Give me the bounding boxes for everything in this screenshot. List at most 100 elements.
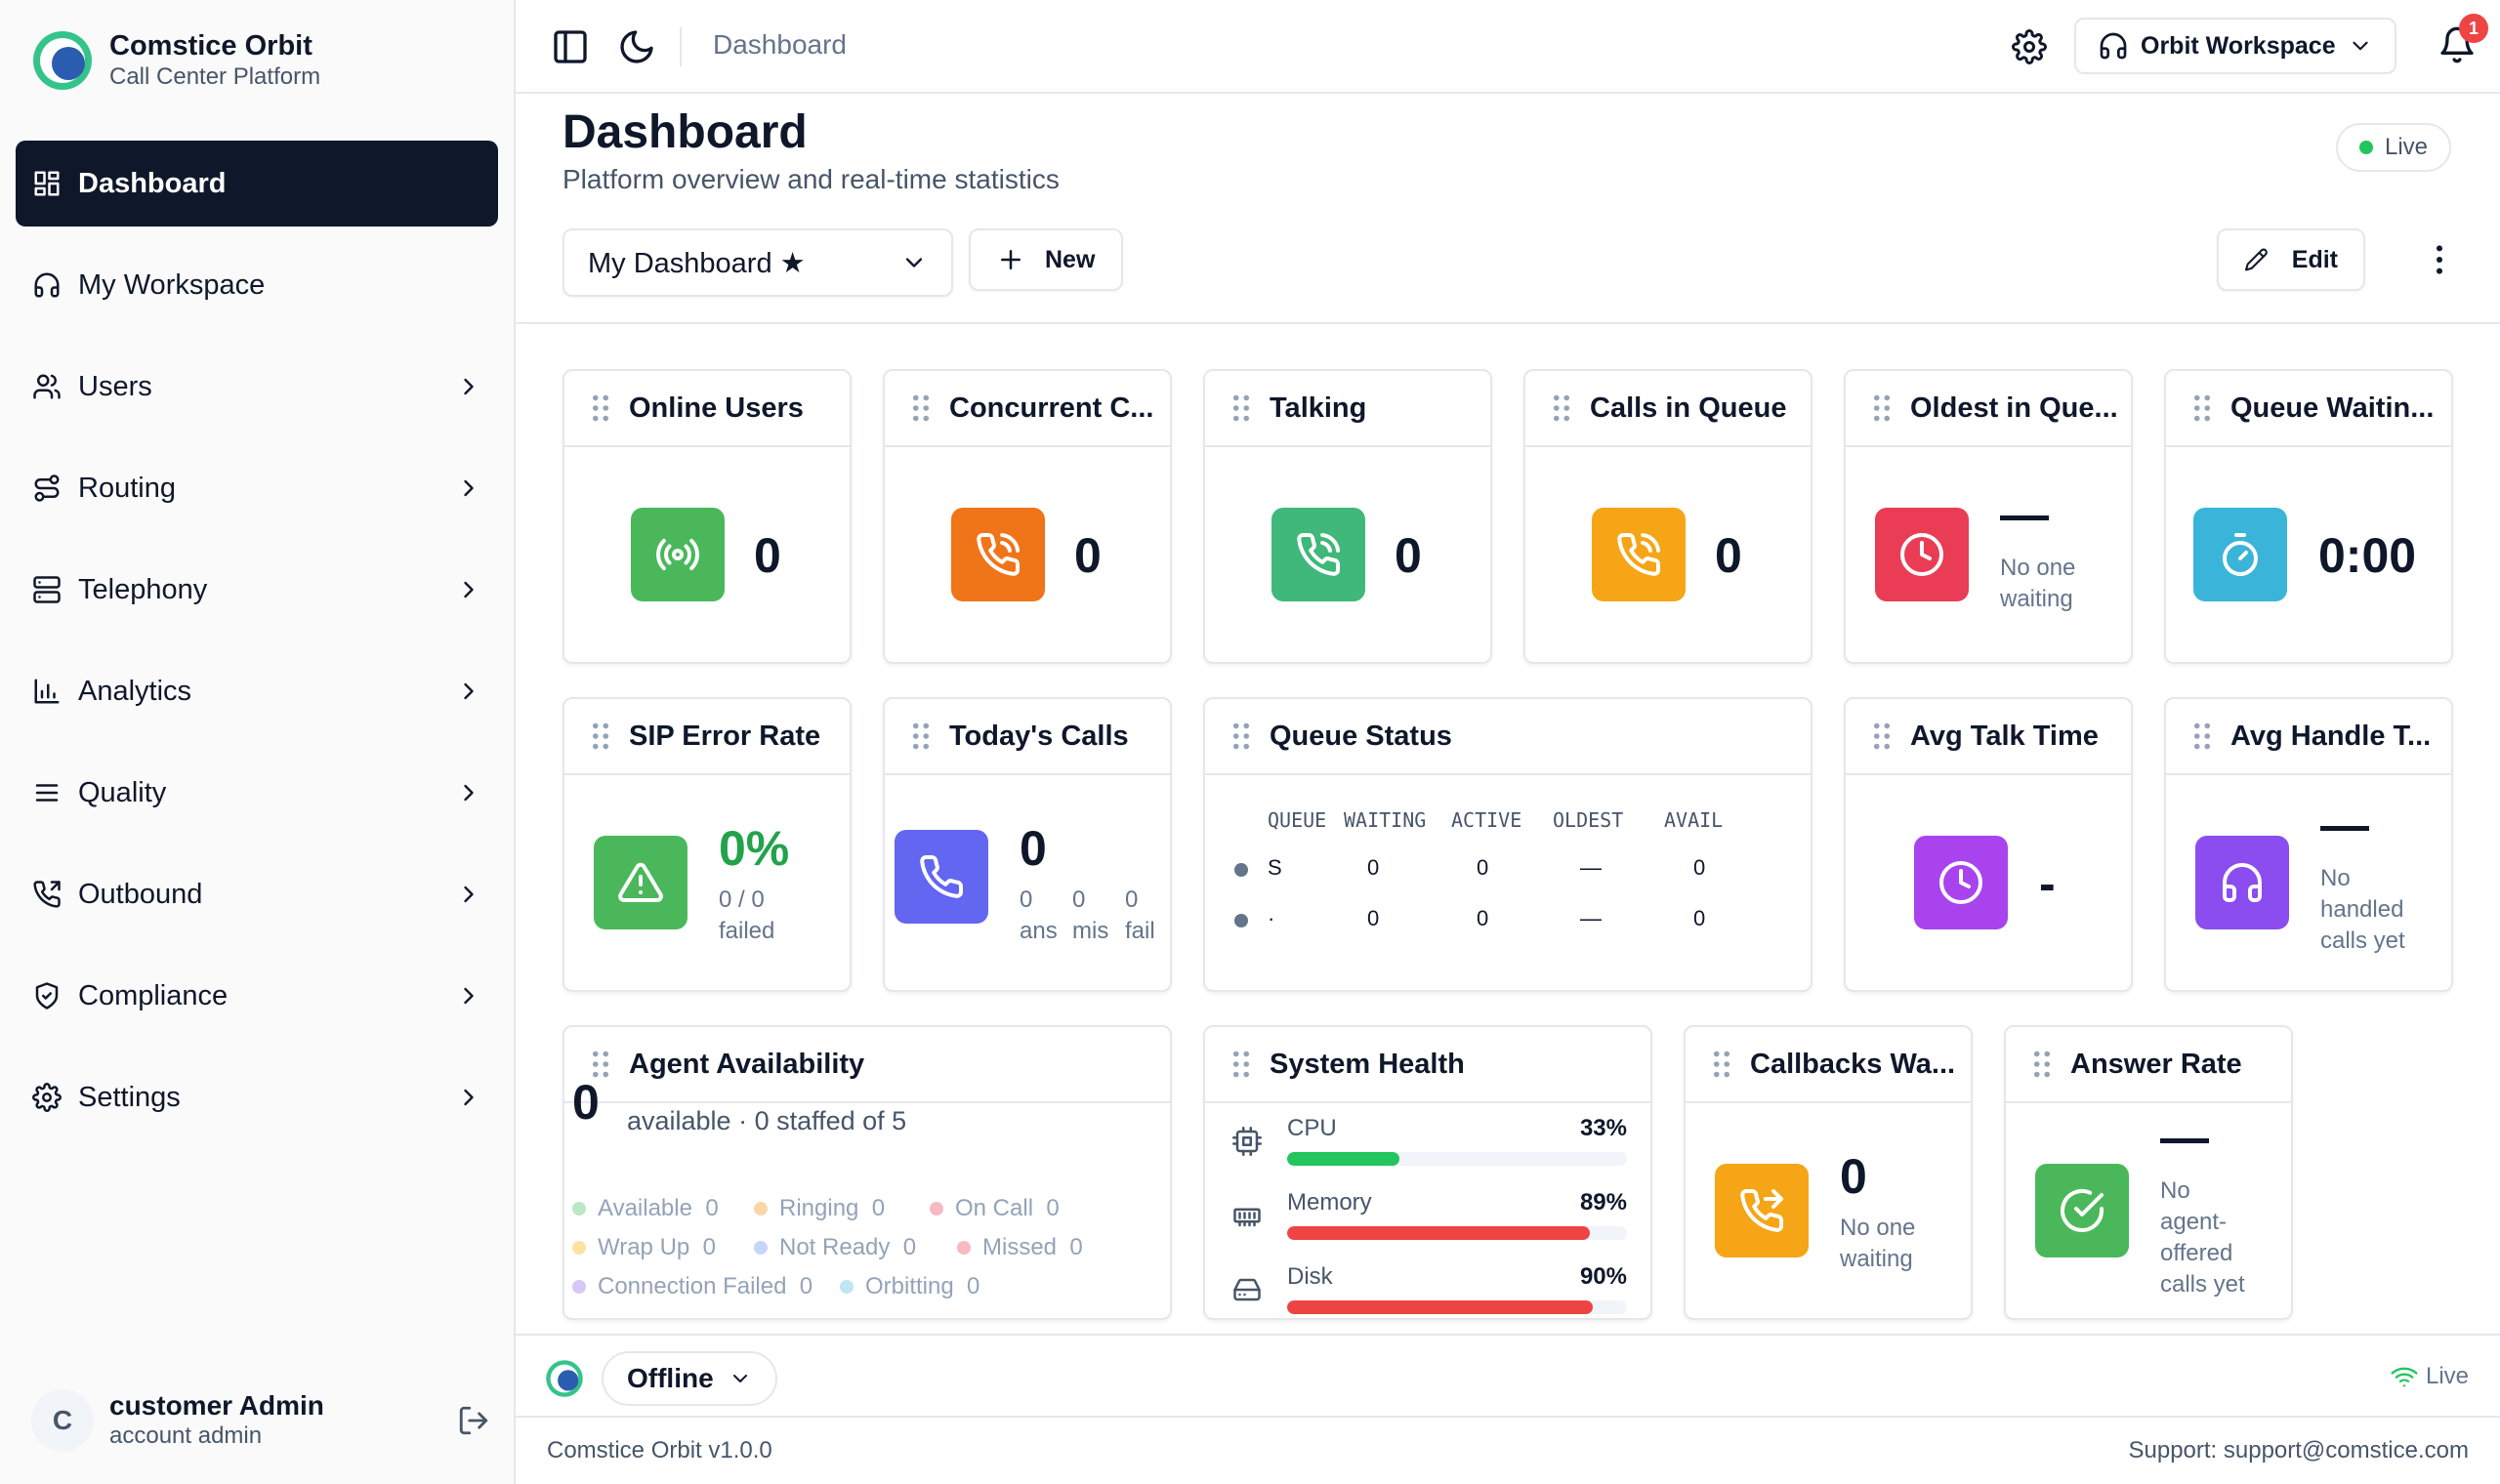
queue-oldest: —: [1580, 906, 1602, 930]
topbar: Dashboard Orbit Workspace 1: [516, 0, 2500, 94]
dashboard-select[interactable]: My Dashboard ★: [562, 228, 953, 297]
connection-status: Live: [2391, 1363, 2469, 1390]
widget-title: Avg Handle T...: [2230, 720, 2432, 752]
drag-handle-icon[interactable]: [1873, 722, 1891, 750]
metric-label: Memory: [1287, 1189, 1372, 1216]
drag-handle-icon[interactable]: [1232, 394, 1250, 422]
drag-handle-icon[interactable]: [2193, 722, 2211, 750]
queue-avail: 0: [1693, 855, 1706, 880]
sidebar-item-compliance[interactable]: Compliance: [16, 953, 498, 1039]
workspace-selector[interactable]: Orbit Workspace: [2074, 18, 2396, 74]
brand[interactable]: Comstice Orbit Call Center Platform: [31, 29, 320, 92]
agent-status-dropdown[interactable]: Offline: [602, 1351, 777, 1406]
failed-count: 0: [1125, 886, 1139, 913]
headset-icon: [31, 269, 62, 301]
chevron-right-icon: [464, 784, 474, 802]
legend-orbitting: Orbitting 0: [840, 1273, 979, 1300]
sidebar-item-my-workspace[interactable]: My Workspace: [16, 242, 498, 328]
app-version: Comstice Orbit v1.0.0: [547, 1437, 772, 1463]
drag-handle-icon[interactable]: [592, 1051, 609, 1078]
logout-icon[interactable]: [457, 1404, 490, 1437]
gear-icon: [31, 1082, 62, 1113]
widget-system-health[interactable]: System Health CPU 33% Memory 89% Disk 90…: [1203, 1025, 1652, 1320]
drag-handle-icon[interactable]: [1232, 1051, 1250, 1078]
gear-icon[interactable]: [2012, 29, 2047, 64]
pencil-icon: [2245, 248, 2268, 271]
support-link[interactable]: Support: support@comstice.com: [2128, 1437, 2469, 1463]
drag-handle-icon[interactable]: [1232, 722, 1250, 750]
sidebar-item-analytics[interactable]: Analytics: [16, 648, 498, 734]
widget-concurrent-calls[interactable]: Concurrent C... 0: [883, 369, 1172, 664]
new-dashboard-button[interactable]: New: [969, 228, 1123, 291]
chevron-right-icon: [464, 378, 474, 395]
widget-answer-rate[interactable]: Answer Rate — No agent- offered calls ye…: [2004, 1025, 2293, 1320]
sidebar-toggle-icon[interactable]: [551, 27, 590, 66]
chevron-right-icon: [464, 581, 474, 598]
widget-online-users[interactable]: Online Users 0: [562, 369, 852, 664]
widget-subtext: agent-: [2160, 1209, 2228, 1235]
orbit-logo-icon: [546, 1360, 583, 1397]
alert-triangle-icon: [594, 836, 688, 929]
widget-queue-status[interactable]: Queue Status QUEUE WAITING ACTIVE OLDEST…: [1203, 697, 1812, 992]
user-profile[interactable]: C customer Admin account admin: [31, 1386, 490, 1455]
moon-icon[interactable]: [617, 27, 656, 66]
drag-handle-icon[interactable]: [592, 722, 609, 750]
widget-callbacks-waiting[interactable]: Callbacks Wa... 0 No one waiting: [1684, 1025, 1973, 1320]
sidebar-item-telephony[interactable]: Telephony: [16, 547, 498, 633]
failed-label: fail: [1125, 918, 1155, 944]
sidebar-item-users[interactable]: Users: [16, 344, 498, 430]
widget-subtext: calls yet: [2160, 1271, 2245, 1298]
sidebar-item-routing[interactable]: Routing: [16, 445, 498, 531]
drag-handle-icon[interactable]: [1553, 394, 1570, 422]
sidebar-item-quality[interactable]: Quality: [16, 750, 498, 836]
progress-bar: [1287, 1152, 1627, 1166]
sidebar-item-label: Telephony: [78, 573, 208, 605]
plus-icon: [1001, 250, 1021, 269]
clock-icon: [1914, 836, 2008, 929]
drag-handle-icon[interactable]: [592, 394, 609, 422]
widget-avg-handle-time[interactable]: Avg Handle T... — No handled calls yet: [2164, 697, 2453, 992]
brand-subtitle: Call Center Platform: [109, 63, 321, 90]
widget-subtext: failed: [719, 918, 775, 944]
edit-dashboard-button[interactable]: Edit: [2217, 228, 2365, 291]
widget-todays-calls[interactable]: Today's Calls 0 0 0 0 ans mis fail: [883, 697, 1172, 992]
progress-fill: [1287, 1152, 1399, 1166]
legend-on-call: On Call 0: [930, 1195, 1060, 1222]
widget-queue-waiting[interactable]: Queue Waitin... 0:00: [2164, 369, 2453, 664]
chevron-right-icon: [464, 886, 474, 903]
widget-title: Avg Talk Time: [1910, 720, 2099, 752]
sidebar-item-settings[interactable]: Settings: [16, 1054, 498, 1140]
widget-calls-in-queue[interactable]: Calls in Queue 0: [1523, 369, 1812, 664]
sidebar-item-outbound[interactable]: Outbound: [16, 851, 498, 937]
more-vertical-icon[interactable]: [2420, 240, 2459, 279]
widget-sip-error-rate[interactable]: SIP Error Rate 0% 0 / 0 failed: [562, 697, 852, 992]
headset-icon: [2195, 836, 2289, 929]
drag-handle-icon[interactable]: [2033, 1051, 2051, 1078]
chevron-right-icon: [464, 1089, 474, 1106]
brand-name: Comstice Orbit: [109, 30, 312, 62]
widget-oldest-in-queue[interactable]: Oldest in Que... — No one waiting: [1844, 369, 2133, 664]
sidebar-item-label: My Workspace: [78, 268, 266, 301]
drag-handle-icon[interactable]: [1713, 1051, 1730, 1078]
widget-value: 0: [1715, 528, 1742, 583]
drag-handle-icon[interactable]: [1873, 394, 1891, 422]
widget-value: 0%: [719, 821, 790, 876]
availability-summary: available · 0 staffed of 5: [627, 1106, 907, 1135]
metric-label: Disk: [1287, 1263, 1333, 1290]
widget-talking[interactable]: Talking 0: [1203, 369, 1492, 664]
missed-label: mis: [1072, 918, 1109, 944]
drag-handle-icon[interactable]: [912, 394, 930, 422]
cpu-icon: [1232, 1127, 1262, 1156]
drag-handle-icon[interactable]: [912, 722, 930, 750]
new-label: New: [1045, 245, 1096, 273]
phone-call-icon: [1592, 508, 1686, 601]
workspace-label: Orbit Workspace: [2141, 31, 2336, 60]
widget-value: —: [2160, 1110, 2209, 1165]
widget-title: Online Users: [629, 392, 804, 424]
phone-icon: [895, 830, 988, 924]
drag-handle-icon[interactable]: [2193, 394, 2211, 422]
sidebar-item-dashboard[interactable]: Dashboard: [16, 141, 498, 227]
widget-avg-talk-time[interactable]: Avg Talk Time -: [1844, 697, 2133, 992]
progress-bar: [1287, 1300, 1627, 1314]
widget-agent-availability[interactable]: Agent Availability 0 available · 0 staff…: [562, 1025, 1172, 1320]
